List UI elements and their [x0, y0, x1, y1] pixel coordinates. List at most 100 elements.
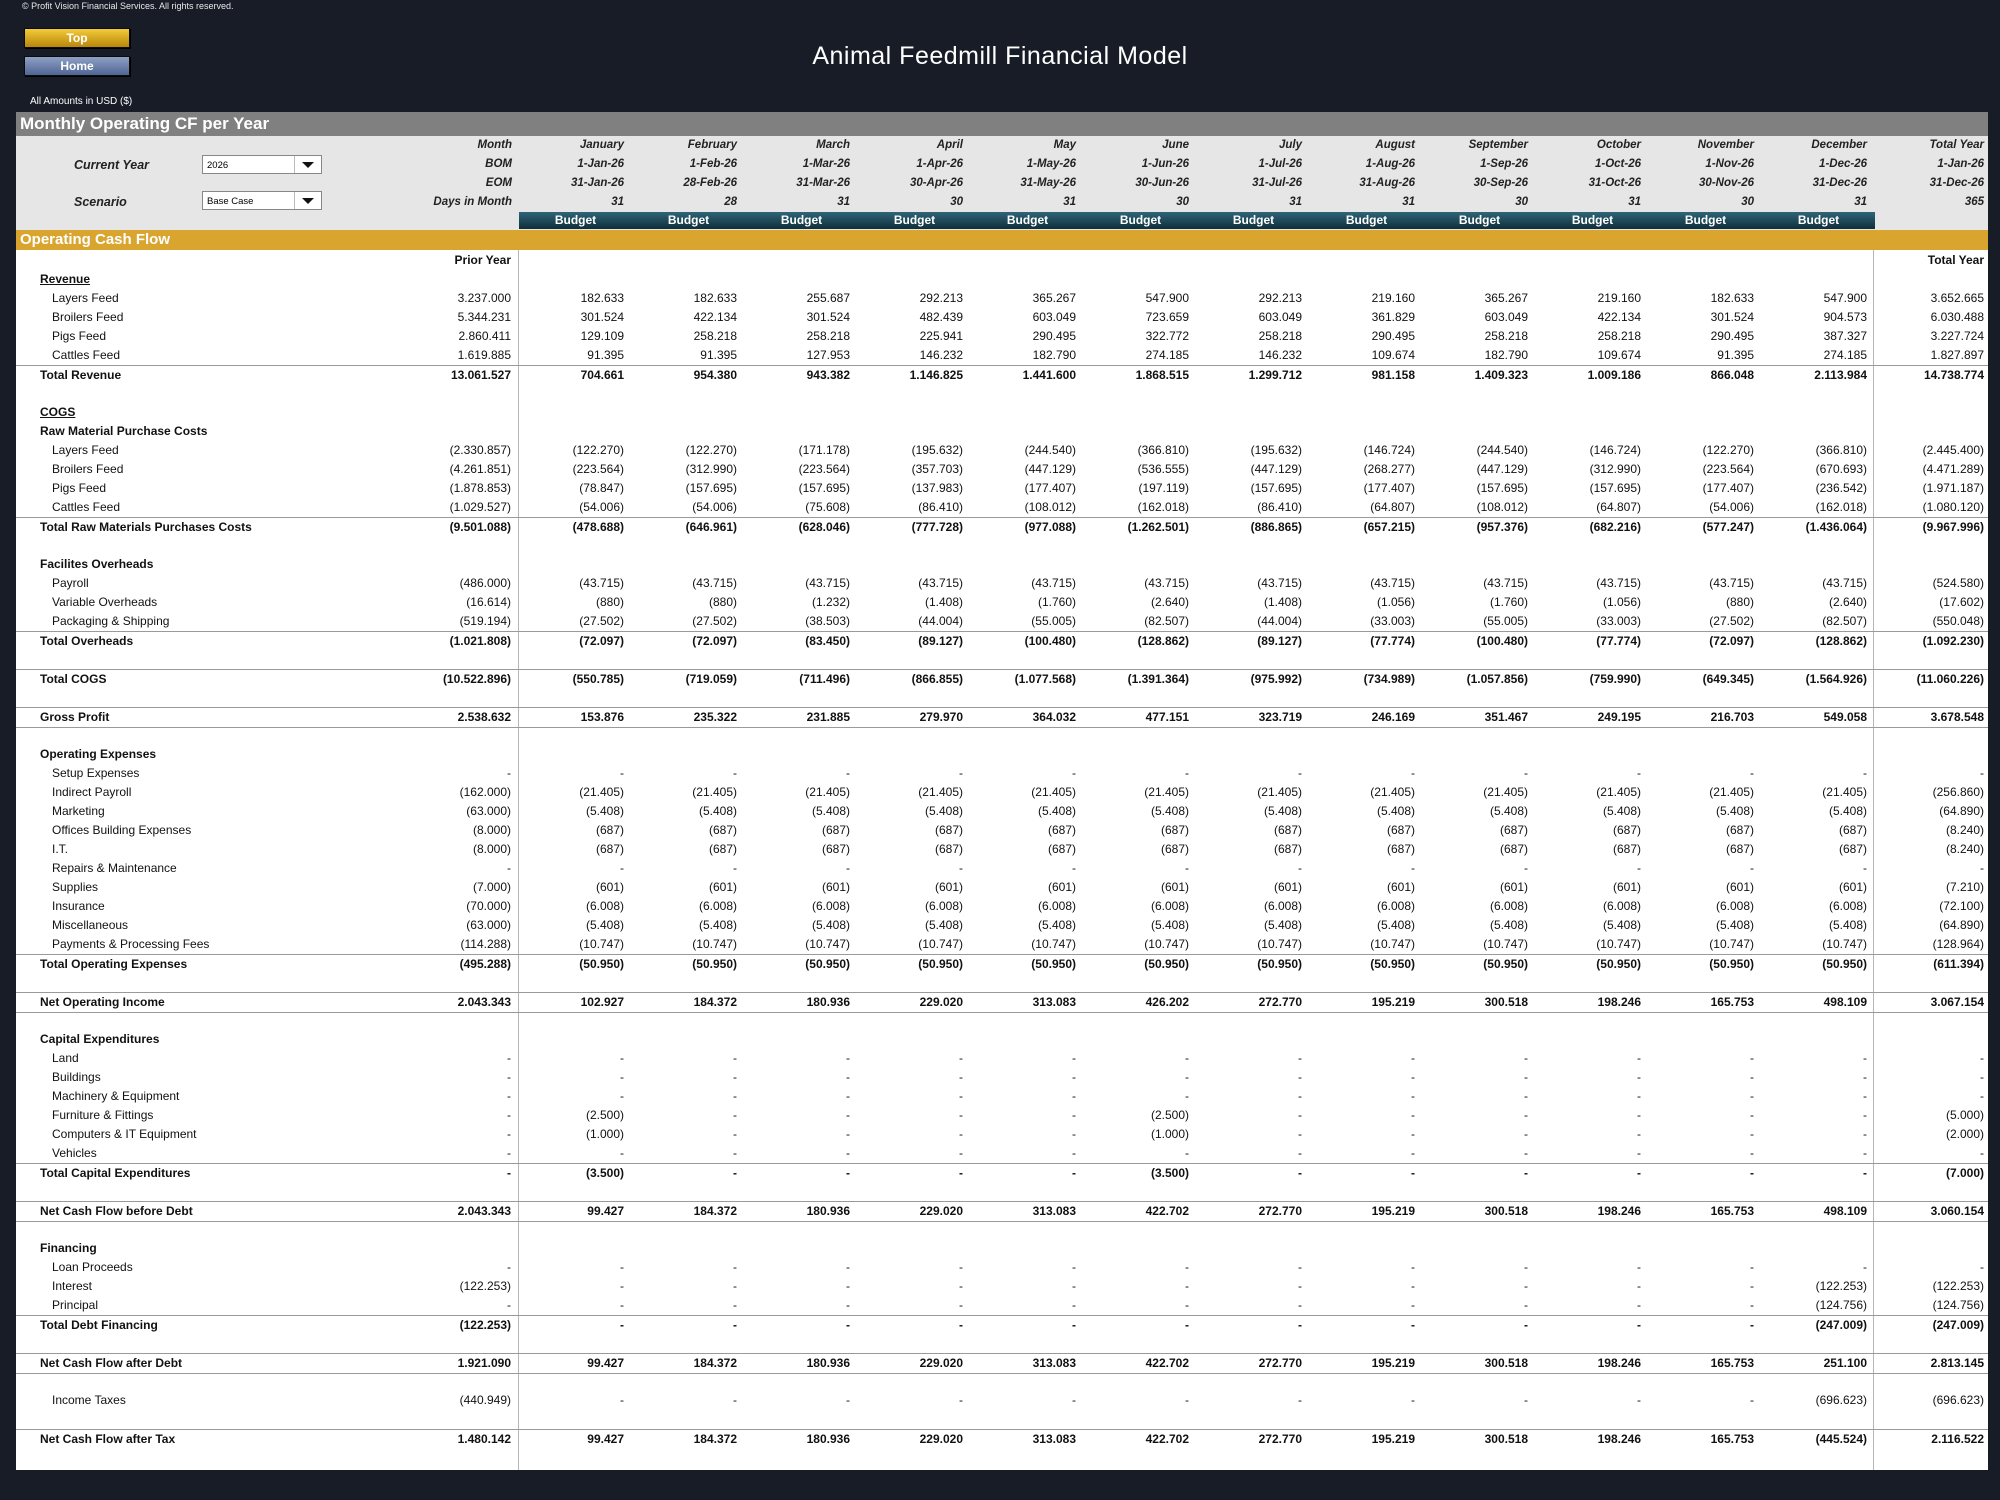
cell-value: -	[733, 1070, 737, 1084]
home-button[interactable]: Home	[24, 56, 130, 76]
cell-value: (50.950)	[1596, 957, 1641, 971]
cell-value: (54.006)	[579, 500, 624, 514]
cell-value: (108.012)	[1024, 500, 1076, 514]
table-row: Loan Proceeds - - - - - - - - - - - - - -	[16, 1258, 1988, 1277]
cell-value: -	[1185, 1070, 1189, 1084]
cell-value: (1.878.853)	[449, 481, 511, 495]
cell-value: -	[959, 766, 963, 780]
cell-value: -	[846, 1089, 850, 1103]
row-label: COGS	[40, 405, 76, 419]
cell-value: (64.807)	[1370, 500, 1415, 514]
cell-value: (50.950)	[1370, 957, 1415, 971]
chevron-down-icon[interactable]	[294, 156, 321, 173]
scenario-select[interactable]: Base Case	[202, 191, 322, 210]
cell-value: 301.524	[580, 310, 624, 324]
cell-value: (21.405)	[1596, 785, 1641, 799]
column-divider	[1873, 250, 1874, 1470]
cell-value: (2.640)	[1828, 595, 1867, 609]
cell-value: -	[1524, 861, 1528, 875]
cell-value: (64.890)	[1939, 918, 1984, 932]
scenario-value: Base Case	[207, 196, 254, 207]
cell-value: (171.178)	[798, 443, 850, 457]
cell-value: -	[1072, 1298, 1076, 1312]
cell-value: -	[1750, 1127, 1754, 1141]
cell-value: (244.540)	[1476, 443, 1528, 457]
cell-value: (696.623)	[1815, 1393, 1867, 1407]
cell-value: (447.129)	[1024, 462, 1076, 476]
cell-value: (82.507)	[1144, 614, 1189, 628]
cell-value: 99.427	[587, 1356, 624, 1370]
cell-value: -	[1411, 1393, 1415, 1407]
cell-value: -	[1411, 1298, 1415, 1312]
cell-value: (9.501.088)	[449, 520, 511, 534]
cell-value: -	[1524, 1166, 1528, 1180]
row-label: Net Cash Flow after Tax	[40, 1432, 176, 1446]
cell-value: (157.695)	[1250, 481, 1302, 495]
row-label: Gross Profit	[40, 710, 110, 724]
cell-value: -	[1072, 1260, 1076, 1274]
cell-value: (696.623)	[1932, 1393, 1984, 1407]
cell-value: 258.218	[1258, 329, 1302, 343]
cell-value: -	[620, 861, 624, 875]
cell-value: (16.614)	[466, 595, 511, 609]
cell-value: 365.267	[1032, 291, 1076, 305]
cell-value: -	[1072, 1127, 1076, 1141]
cell-value: -	[1637, 1051, 1641, 1065]
cell-value: (670.693)	[1815, 462, 1867, 476]
cell-value: (445.524)	[1815, 1432, 1867, 1446]
cell-value: (7.000)	[472, 880, 511, 894]
cell-value: -	[1072, 1279, 1076, 1293]
cell-value: 146.232	[1258, 348, 1302, 362]
cell-value: -	[1185, 861, 1189, 875]
table-row: Total Capital Expenditures - (3.500) - - - - (3…	[16, 1163, 1988, 1183]
cell-value: (162.000)	[459, 785, 511, 799]
cell-value: -	[1750, 1298, 1754, 1312]
cell-value: (1.408)	[1263, 595, 1302, 609]
cell-value: -	[1072, 1051, 1076, 1065]
current-year-select[interactable]: 2026	[202, 155, 322, 174]
cell-value: 290.495	[1710, 329, 1754, 343]
cell-value: (1.408)	[924, 595, 963, 609]
cell-value: 2.538.632	[457, 710, 511, 724]
cell-value: -	[733, 1318, 737, 1332]
cell-value: -	[1637, 1146, 1641, 1160]
month-header-days: 30	[1741, 196, 1754, 208]
cell-value: (77.774)	[1596, 634, 1641, 648]
cell-value: (5.408)	[585, 918, 624, 932]
cell-value: (75.608)	[805, 500, 850, 514]
cell-value: (687)	[1612, 842, 1641, 856]
cell-value: 274.185	[1145, 348, 1189, 362]
cell-value: (10.747)	[1257, 937, 1302, 951]
cell-value: (2.500)	[1150, 1108, 1189, 1122]
cell-value: 165.753	[1710, 1204, 1754, 1218]
cell-value: 165.753	[1710, 1432, 1754, 1446]
cell-value: (43.715)	[918, 576, 963, 590]
table-row: Broilers Feed (4.261.851) (223.564) (312.99…	[16, 460, 1988, 479]
cell-value: (611.394)	[1933, 957, 1984, 971]
chevron-down-icon[interactable]	[294, 192, 321, 209]
top-button[interactable]: Top	[24, 28, 130, 48]
cell-value: (43.715)	[1144, 576, 1189, 590]
budget-label: Budget	[1536, 212, 1649, 229]
row-label: I.T.	[52, 842, 69, 856]
cell-value: (55.005)	[1031, 614, 1076, 628]
cell-value: (50.950)	[1031, 957, 1076, 971]
budget-label: Budget	[971, 212, 1084, 229]
cell-value: (9.967.996)	[1922, 520, 1984, 534]
cell-value: 313.083	[1032, 1204, 1076, 1218]
cell-value: (10.522.896)	[442, 672, 511, 686]
cell-value: (687)	[821, 842, 850, 856]
cell-value: -	[1980, 1051, 1984, 1065]
month-header-bom: 1-May-26	[1026, 158, 1076, 170]
cell-value: (5.408)	[924, 918, 963, 932]
cell-value: (50.950)	[1257, 957, 1302, 971]
cell-value: 313.083	[1032, 995, 1076, 1009]
cell-value: (63.000)	[466, 804, 511, 818]
cell-value: (687)	[1612, 823, 1641, 837]
cell-value: (177.407)	[1702, 481, 1754, 495]
cell-value: -	[846, 861, 850, 875]
blank-row	[16, 1372, 1988, 1391]
row-label: Cattles Feed	[52, 500, 121, 514]
month-header-bom: 1-Oct-26	[1594, 158, 1641, 170]
cell-value: 195.219	[1371, 995, 1415, 1009]
